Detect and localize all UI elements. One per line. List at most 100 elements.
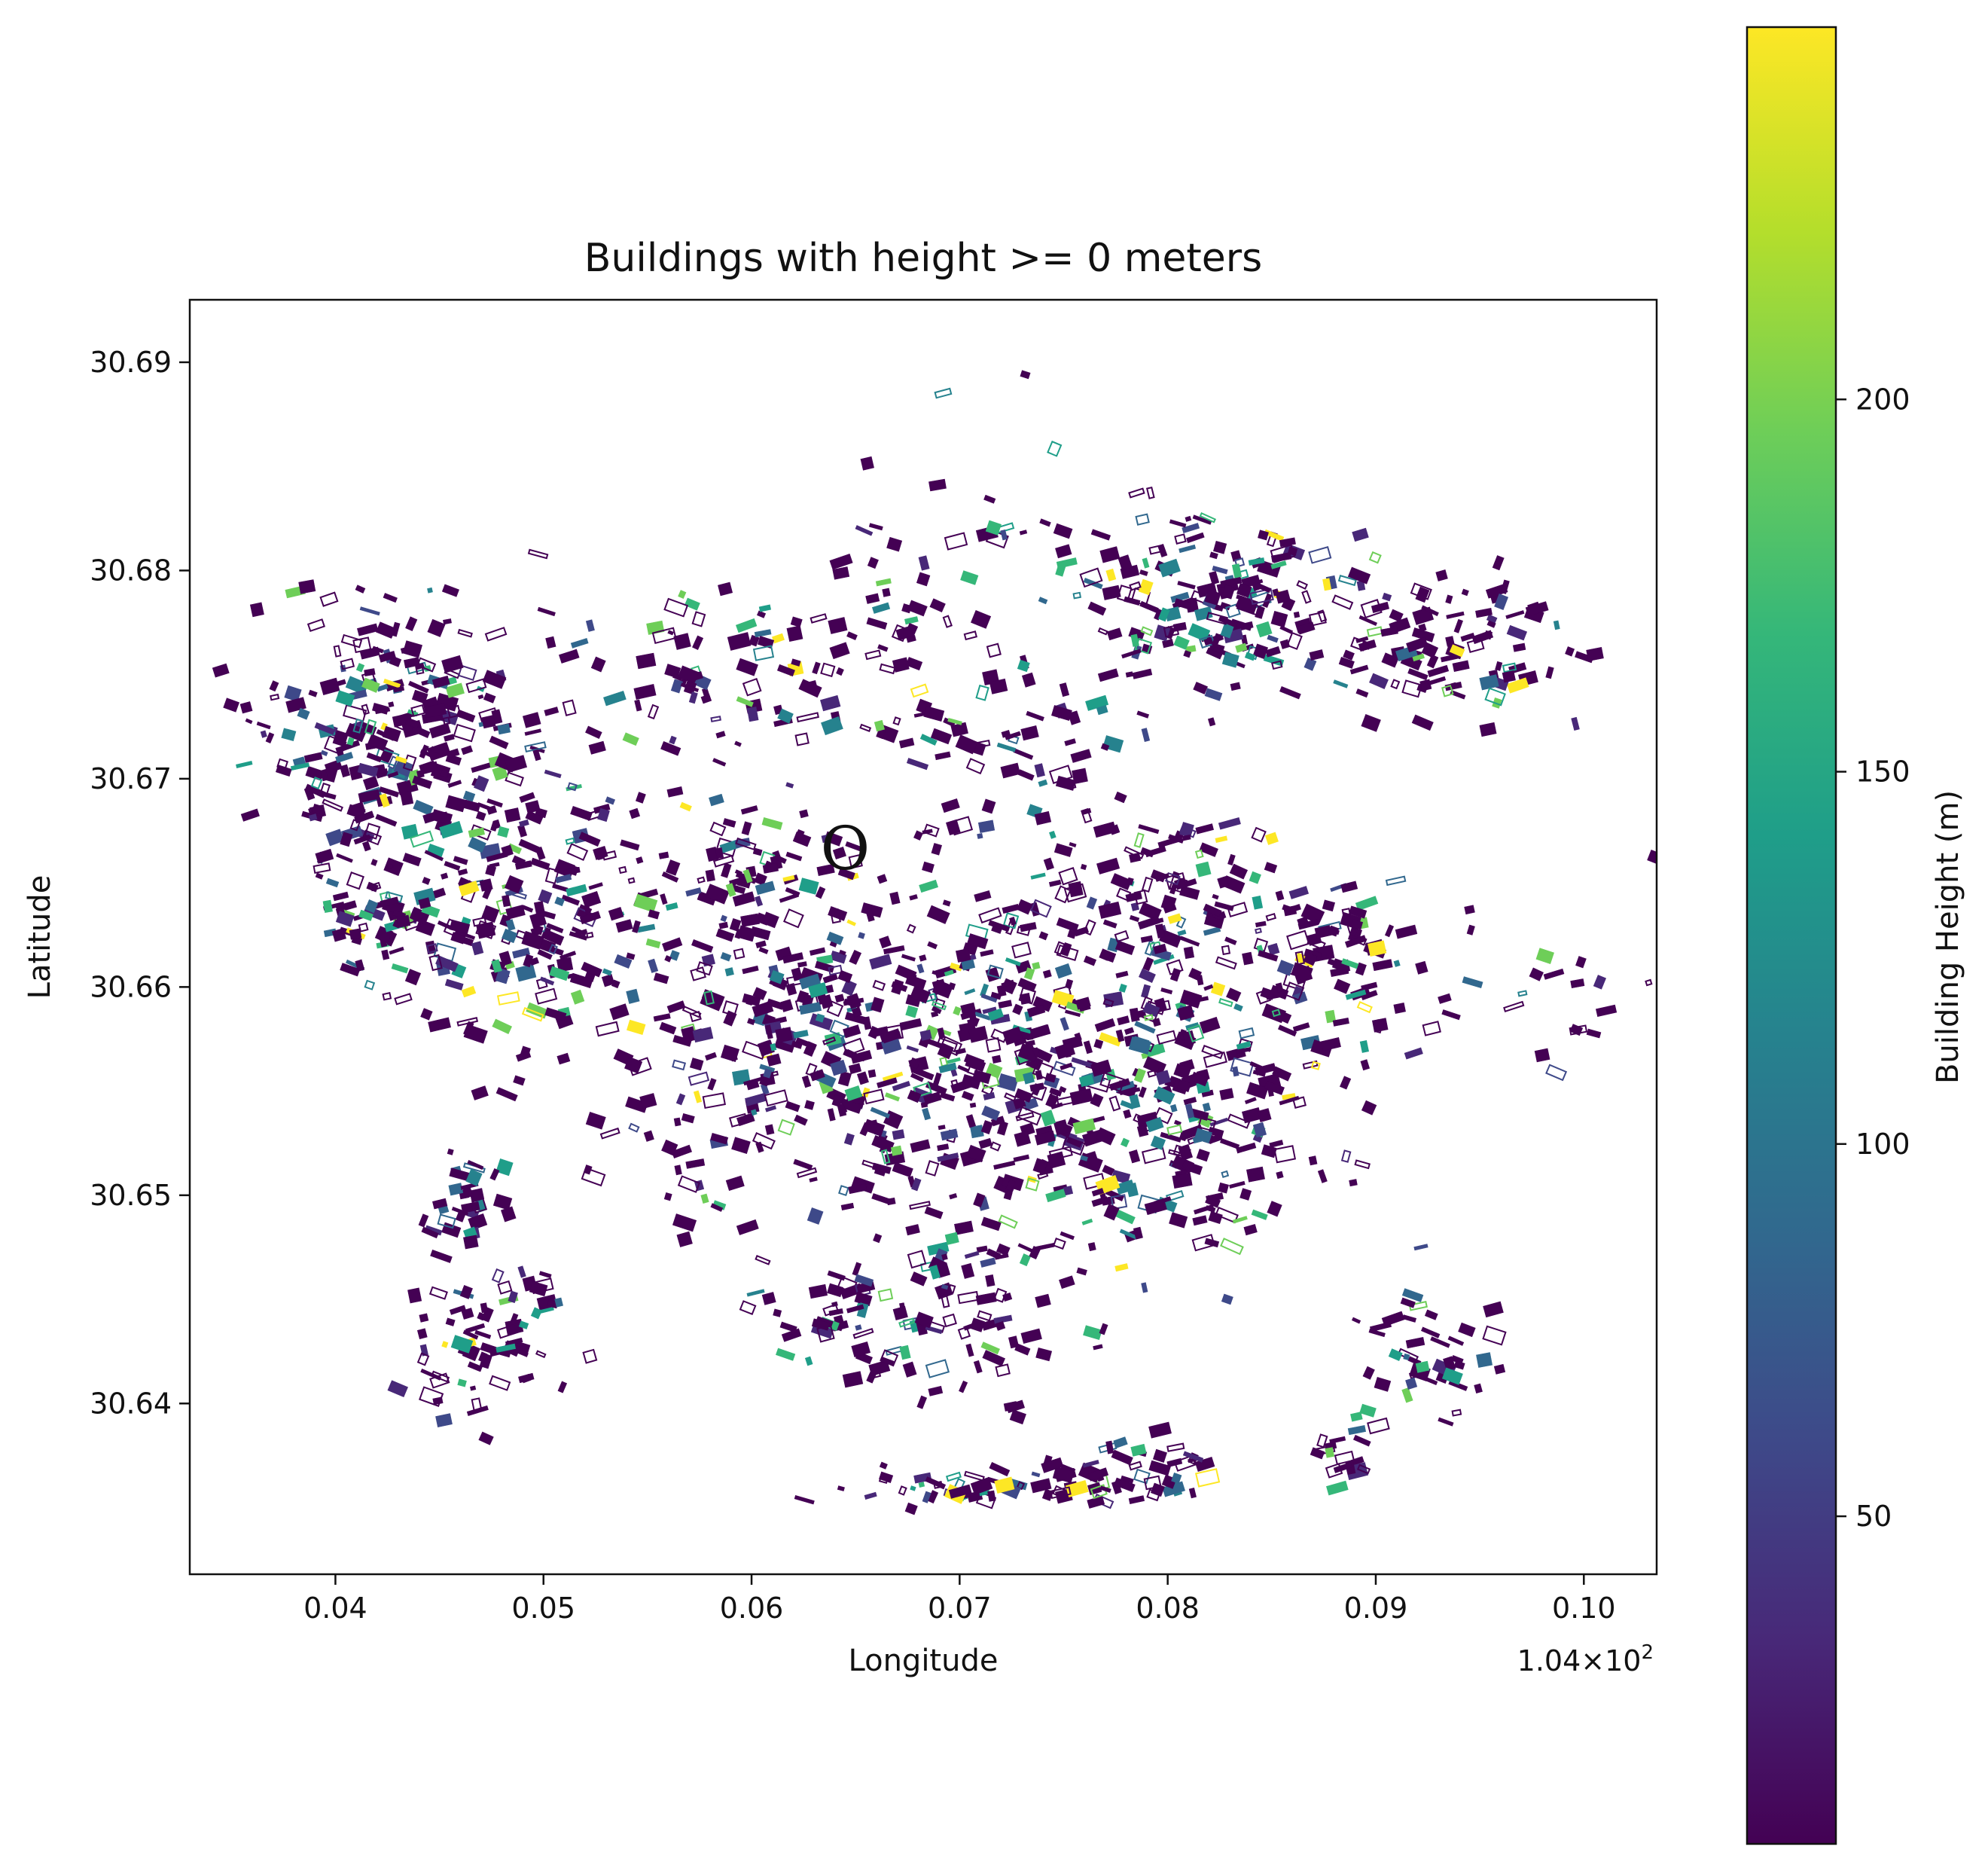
building-footprint-158 [416,770,425,778]
building-footprint-2040 [1065,1480,1089,1497]
building-footprint-40 [471,762,492,773]
building-footprint-109 [562,699,577,716]
building-footprint-99 [424,850,444,862]
y-tick-label-3: 30.67 [90,762,172,795]
building-footprint-2129 [827,1270,846,1281]
y-axis-label: Latitude [23,875,57,1000]
building-footprint-1306 [1185,515,1192,522]
building-footprint-1738 [1099,1323,1108,1335]
building-footprint-1989 [1341,958,1359,969]
building-footprint-1672 [965,1343,974,1357]
building-footprint-1584 [700,694,712,704]
building-footprint-1890 [364,899,379,914]
building-footprint-1053 [980,1216,1002,1232]
building-footprint-1390 [1350,636,1368,652]
building-footprint-427 [308,813,318,822]
building-footprint-1580 [680,682,700,692]
building-footprint-1230 [1060,1017,1069,1031]
building-footprint-1236 [1275,890,1285,901]
building-footprint-1067 [1002,903,1020,914]
building-footprint-1983 [1303,951,1318,966]
building-footprint-1176 [1203,984,1214,991]
building-footprint-1157 [1244,1097,1257,1104]
building-footprint-1891 [437,920,452,929]
building-footprint-30 [440,872,449,880]
building-footprint-690 [822,1036,837,1045]
building-footprint-252 [524,741,547,753]
building-footprint-2091 [1152,1448,1167,1463]
building-footprint-2195 [1251,826,1267,843]
building-footprint-1550 [757,636,775,649]
building-footprint-666 [931,843,942,856]
building-footprint-1939 [1282,972,1307,991]
building-footprint-2057 [1087,1467,1109,1482]
building-footprint-1925 [1438,1417,1454,1427]
building-footprint-1932 [1447,1335,1465,1346]
building-footprint-113 [375,813,398,827]
building-footprint-1150 [1013,1154,1030,1162]
building-footprint-2328 [666,786,684,798]
building-footprint-1642 [1055,775,1076,791]
building-footprint-2049 [918,1482,925,1488]
building-footprint-1173 [1175,916,1187,929]
building-footprint-1816 [445,1317,456,1326]
building-footprint-1846 [447,1148,454,1155]
building-footprint-2354 [907,600,928,617]
building-footprint-740 [723,1010,737,1027]
building-footprint-825 [689,1011,702,1023]
building-footprint-1573 [663,597,689,618]
building-footprint-694 [746,1080,760,1091]
building-footprint-78 [411,689,428,704]
building-footprint-928 [1020,922,1037,932]
building-footprint-2247 [729,876,746,887]
building-footprint-728 [916,963,925,974]
building-footprint-2241 [715,837,738,857]
building-footprint-1530 [829,554,853,570]
building-footprint-187 [367,734,389,752]
building-footprint-2272 [1464,905,1475,915]
building-footprint-1298 [1368,551,1382,564]
building-footprint-2056 [1111,1449,1133,1466]
building-footprint-2140 [808,1283,828,1299]
x-axis-offset-label: 1.04×102 [1517,1641,1654,1677]
building-footprint-1604 [910,683,929,698]
building-footprint-194 [379,793,390,808]
building-footprint-166 [453,856,468,865]
building-footprint-344 [492,1018,513,1035]
building-footprint-241 [441,655,464,673]
building-footprint-1658 [905,657,923,671]
building-footprint-2070 [1148,1421,1172,1439]
building-footprint-1598 [1017,769,1035,781]
building-footprint-1690 [993,1314,1013,1324]
building-footprint-413 [370,859,378,866]
building-footprint-1439 [1418,623,1427,632]
building-footprint-1045 [1071,1057,1093,1068]
building-footprint-1812 [387,1380,408,1398]
building-footprint-1564 [791,658,801,667]
building-footprint-1822 [441,1222,462,1238]
building-footprint-1839 [437,1213,456,1229]
building-footprint-2083 [1041,1457,1064,1473]
building-footprint-227 [544,707,560,716]
building-footprint-1835 [467,1160,484,1171]
building-footprint-237 [336,853,353,863]
building-footprint-1207 [1187,1024,1205,1042]
building-footprint-1088 [981,1105,1001,1121]
building-footprint-2305 [679,801,692,812]
building-footprint-1988 [1233,1003,1243,1012]
building-footprint-163 [427,587,433,594]
building-footprint-1889 [349,928,362,940]
building-footprint-862 [1065,1009,1081,1018]
building-footprint-859 [1032,1158,1048,1174]
building-footprint-938 [1219,1088,1234,1100]
building-footprint-1551 [829,642,850,660]
building-footprint-747 [770,1043,777,1052]
building-footprint-708 [688,1071,710,1086]
building-footprint-233 [457,664,477,682]
building-footprint-1579 [691,611,706,627]
building-footprint-1615 [1013,748,1034,760]
building-footprint-801 [828,964,843,976]
building-footprint-1422 [1369,673,1389,690]
building-footprint-2157 [1227,853,1236,866]
building-footprint-575 [710,1133,729,1145]
